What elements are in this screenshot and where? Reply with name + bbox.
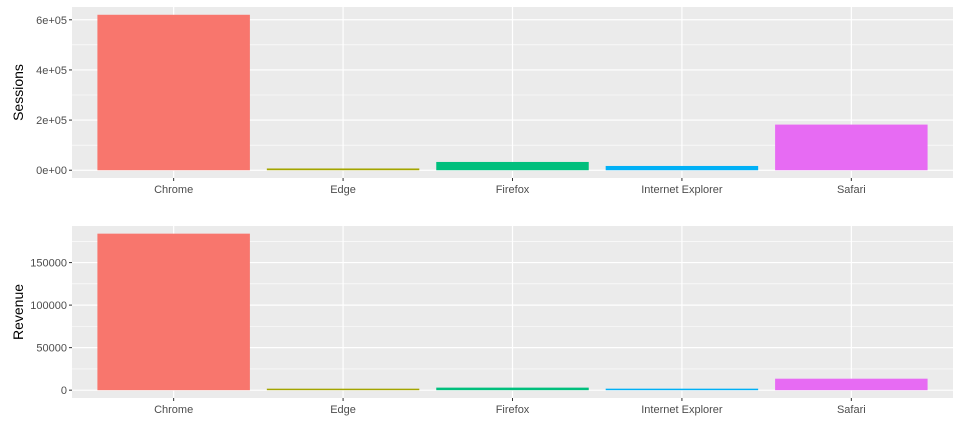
y-tick-label: 100000 [30,300,67,312]
y-tick-label: 2e+05 [36,115,67,127]
x-tick-label: Internet Explorer [641,404,723,416]
y-tick-label: 50000 [36,343,67,355]
y-axis-title: Sessions [10,64,26,121]
x-tick-label: Chrome [154,404,193,416]
bar-internet-explorer [605,165,759,171]
x-tick-label: Firefox [496,404,530,416]
bar-edge [266,168,420,171]
x-tick-label: Safari [837,184,866,196]
y-axis-title: Revenue [10,284,26,340]
x-tick-label: Edge [330,404,356,416]
bar-edge [266,388,420,391]
bar-firefox [436,387,589,391]
y-tick-label: 6e+05 [36,15,67,27]
bar-chrome [97,14,250,171]
x-tick-label: Chrome [154,184,193,196]
chart-panel-1: 0e+00 2e+05 4e+05 6e+05 Chrome Edge Firefox Int… [10,7,953,196]
y-tick-label: 150000 [30,258,67,270]
bar-chrome [97,233,250,391]
x-tick-label: Internet Explorer [641,184,723,196]
x-tick-label: Firefox [496,184,530,196]
bar-firefox [436,161,589,171]
y-tick-label: 4e+05 [36,65,67,77]
x-tick-label: Safari [837,404,866,416]
bar-safari [775,378,928,391]
y-tick-label: 0e+00 [36,165,67,177]
chart-panel-2: 0 50000 100000 150000 Chrome Edge Firefox Inter… [10,226,953,416]
bar-safari [775,124,928,171]
x-tick-label: Edge [330,184,356,196]
bar-internet-explorer [605,388,759,391]
y-tick-label: 0 [61,385,67,397]
